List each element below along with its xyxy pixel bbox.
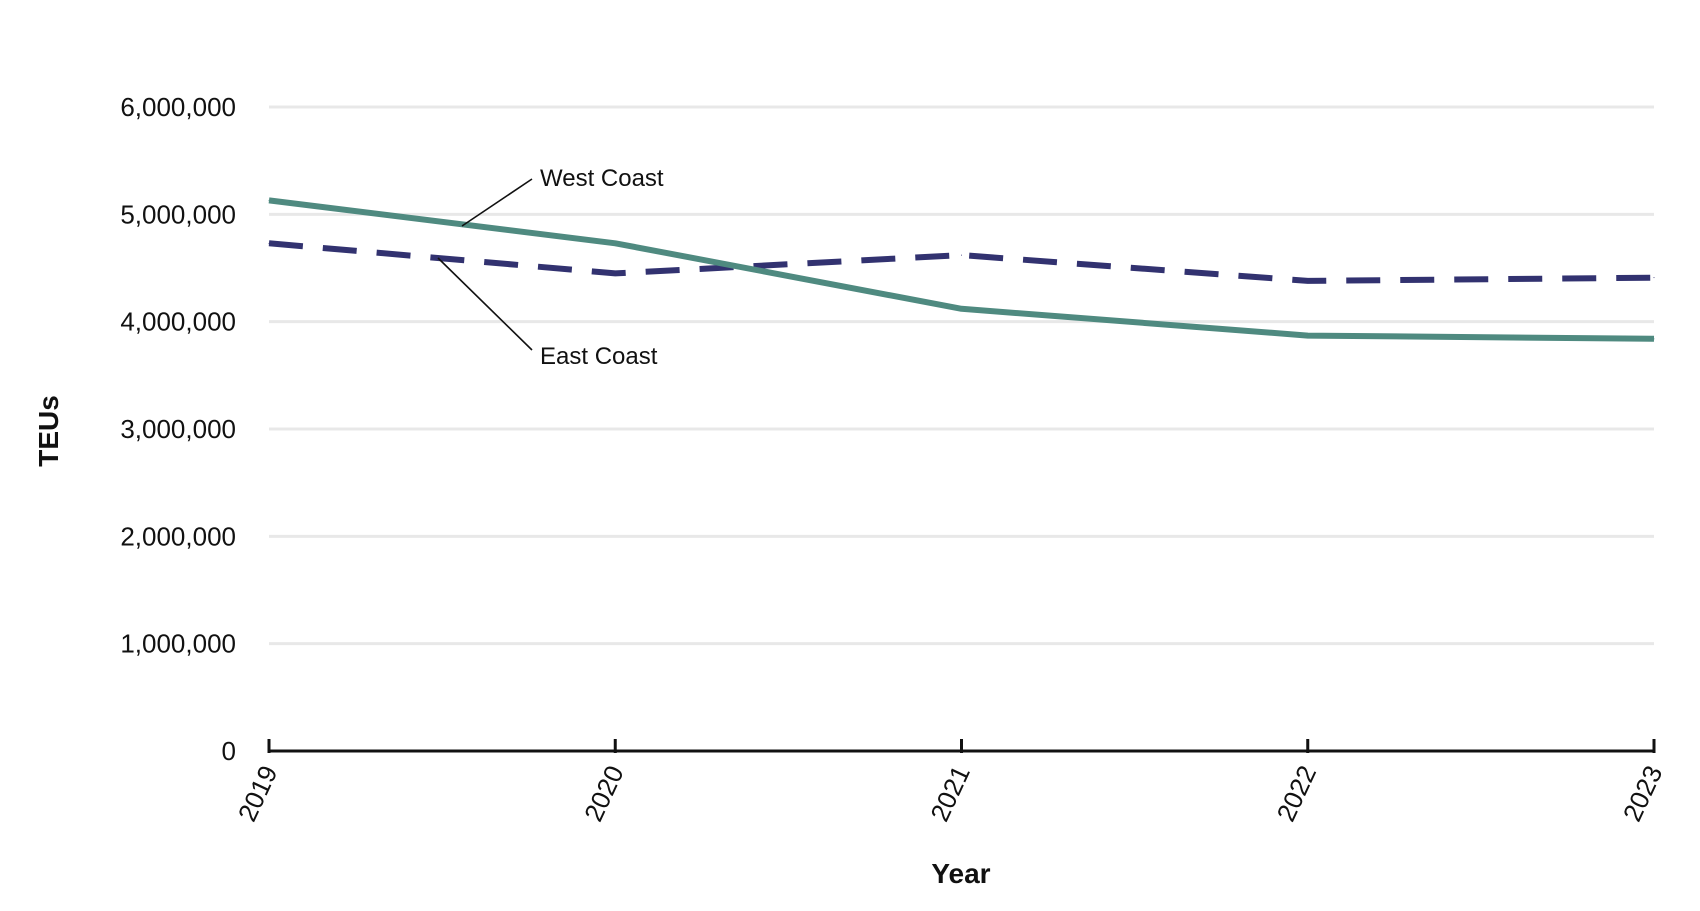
series-lines <box>268 197 1655 342</box>
x-axis-tick-labels: 2019 2020 2021 2022 2023 <box>232 761 1669 826</box>
east-coast-point <box>614 272 616 274</box>
east-coast-point <box>268 242 270 244</box>
east-coast-series-label: East Coast <box>540 343 658 370</box>
east-coast-point <box>1307 280 1309 282</box>
east-coast-series-line <box>268 240 1655 284</box>
x-tick-label: 2020 <box>578 761 630 826</box>
y-axis-tick-labels: 0 1,000,000 2,000,000 3,000,000 4,000,000 5,0… <box>120 92 236 766</box>
west-coast-point <box>961 308 962 310</box>
y-tick-label: 5,000,000 <box>120 199 236 229</box>
gridlines <box>269 105 1654 646</box>
west-coast-series-label: West Coast <box>540 165 664 192</box>
y-tick-label: 1,000,000 <box>120 629 236 659</box>
west-coast-point <box>614 242 616 244</box>
x-axis-title: Year <box>931 858 990 889</box>
x-tick-label: 2022 <box>1271 761 1323 826</box>
y-axis-title: TEUs <box>33 395 64 467</box>
y-tick-label: 0 <box>222 736 236 766</box>
west-coast-point <box>1653 338 1655 340</box>
west-coast-leader-line <box>461 178 533 227</box>
west-coast-point <box>1307 335 1309 337</box>
x-tick-label: 2019 <box>232 761 284 826</box>
y-tick-label: 4,000,000 <box>120 307 236 337</box>
east-coast-point <box>1653 277 1655 279</box>
y-tick-label: 6,000,000 <box>120 92 236 122</box>
y-tick-label: 2,000,000 <box>120 521 236 551</box>
west-coast-series-line <box>268 197 1655 342</box>
west-coast-point <box>268 199 270 201</box>
east-coast-point <box>961 254 962 256</box>
y-tick-label: 3,000,000 <box>120 414 236 444</box>
axes <box>267 739 1656 753</box>
x-tick-label: 2021 <box>924 761 976 826</box>
east-coast-leader-line <box>437 257 533 351</box>
x-tick-label: 2023 <box>1617 761 1669 826</box>
